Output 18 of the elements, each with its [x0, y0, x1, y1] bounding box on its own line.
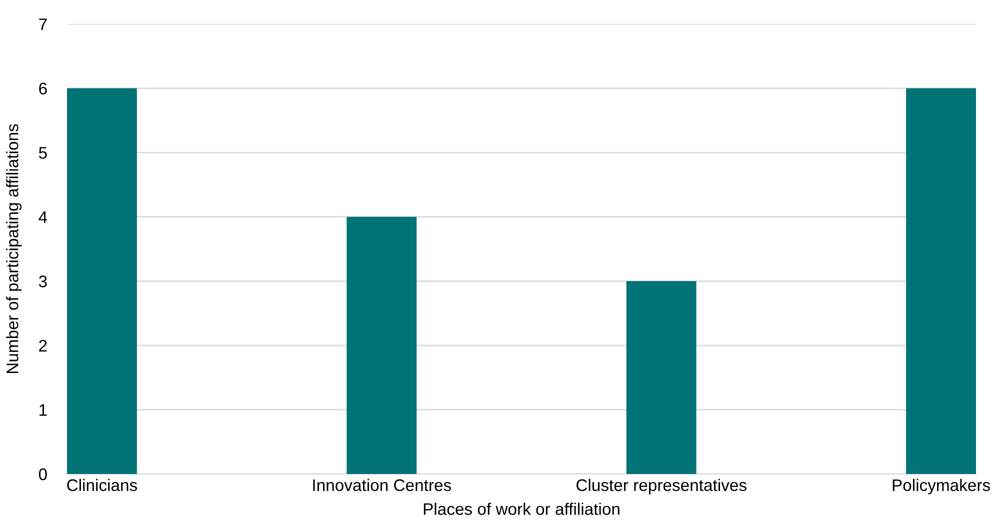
y-tick-label: 7 [39, 18, 47, 30]
x-tick-label: Cluster representatives [576, 478, 746, 494]
y-tick-label: 4 [38, 211, 48, 223]
bar [626, 281, 696, 474]
y-tick-label: 0 [38, 468, 47, 480]
x-tick-label: Clinicians [67, 478, 138, 492]
bar [346, 216, 417, 474]
y-tick-label: 1 [40, 404, 47, 416]
y-tick-label: 2 [39, 340, 47, 352]
bar [67, 88, 137, 474]
x-tick-label: Policymakers [892, 478, 990, 494]
y-tick-label: 6 [39, 82, 47, 94]
y-tick-label: 3 [38, 276, 47, 288]
bar [906, 88, 976, 474]
x-tick-label: Innovation Centres [313, 478, 452, 492]
y-tick-label: 5 [38, 147, 47, 159]
x-axis-title: Places of work or affiliation [424, 502, 620, 515]
y-axis-title: Number of participating affiliations [6, 124, 22, 374]
